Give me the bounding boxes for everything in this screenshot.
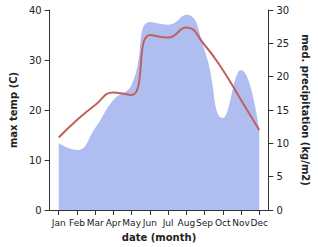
svg-text:10: 10 — [276, 138, 289, 149]
svg-text:20: 20 — [276, 71, 289, 82]
svg-text:0: 0 — [276, 205, 282, 216]
svg-text:10: 10 — [29, 155, 42, 166]
svg-text:15: 15 — [276, 105, 289, 116]
svg-text:40: 40 — [29, 5, 42, 16]
svg-text:Jan: Jan — [51, 218, 66, 228]
svg-text:Jun: Jun — [142, 218, 157, 228]
svg-text:20: 20 — [29, 105, 42, 116]
svg-text:Nov: Nov — [232, 218, 250, 228]
svg-text:May: May — [122, 218, 141, 228]
svg-text:date (month): date (month) — [122, 232, 196, 243]
svg-text:Oct: Oct — [215, 218, 231, 228]
svg-text:Sep: Sep — [196, 218, 213, 228]
svg-text:5: 5 — [276, 171, 282, 182]
svg-text:0: 0 — [35, 205, 41, 216]
svg-text:Jul: Jul — [162, 218, 174, 228]
svg-text:Dec: Dec — [251, 218, 268, 228]
svg-text:30: 30 — [276, 5, 289, 16]
svg-text:Mar: Mar — [87, 218, 104, 228]
svg-text:Aug: Aug — [178, 218, 196, 228]
svg-text:med. precipitation (kg/m2): med. precipitation (kg/m2) — [300, 34, 311, 186]
svg-text:30: 30 — [29, 55, 42, 66]
svg-text:Feb: Feb — [69, 218, 85, 228]
svg-text:max temp (C): max temp (C) — [8, 72, 19, 148]
svg-text:Apr: Apr — [106, 218, 122, 228]
svg-text:25: 25 — [276, 38, 289, 49]
